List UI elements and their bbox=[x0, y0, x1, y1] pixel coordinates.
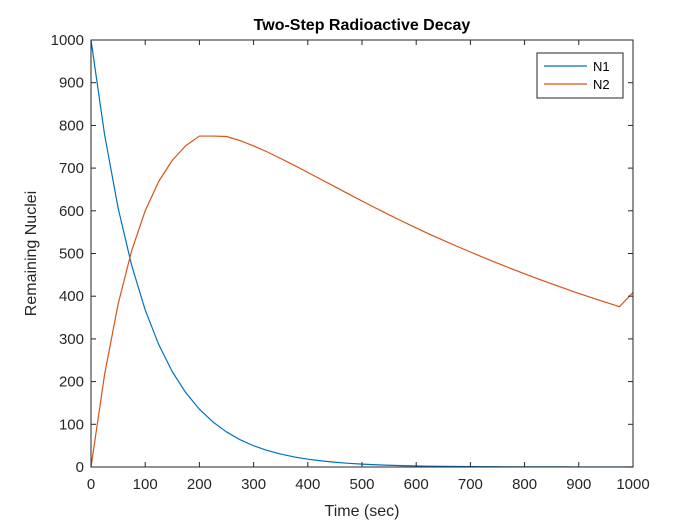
x-tick-label: 800 bbox=[512, 476, 537, 493]
y-axis-label: Remaining Nuclei bbox=[23, 191, 40, 316]
x-tick-label: 900 bbox=[566, 476, 591, 493]
x-tick-label: 100 bbox=[133, 476, 158, 493]
y-tick-label: 500 bbox=[59, 246, 84, 263]
x-tick-label: 600 bbox=[404, 476, 429, 493]
x-tick-label: 500 bbox=[349, 476, 374, 493]
x-tick-label: 700 bbox=[458, 476, 483, 493]
y-tick-label: 200 bbox=[59, 374, 84, 391]
y-tick-label: 700 bbox=[59, 160, 84, 177]
x-tick-label: 0 bbox=[87, 476, 95, 493]
y-tick-label: 800 bbox=[59, 117, 84, 134]
y-tick-label: 300 bbox=[59, 331, 84, 348]
y-tick-label: 1000 bbox=[51, 32, 84, 49]
y-tick-label: 0 bbox=[76, 459, 84, 476]
plot-area bbox=[91, 40, 633, 467]
legend-label-n1: N1 bbox=[593, 59, 610, 74]
x-tick-label: 400 bbox=[295, 476, 320, 493]
y-tick-label: 900 bbox=[59, 75, 84, 92]
series-line-n2 bbox=[90, 135, 634, 468]
x-tick-label: 200 bbox=[187, 476, 212, 493]
legend-box bbox=[536, 52, 624, 99]
y-tick-label: 100 bbox=[59, 416, 84, 433]
x-tick-label: 300 bbox=[241, 476, 266, 493]
y-tick-label: 400 bbox=[59, 288, 84, 305]
y-tick-label: 600 bbox=[59, 203, 84, 220]
tick-group: 0 100 200 300 400 500 600 700 800 900 1000 0 100 200 3… bbox=[51, 32, 650, 493]
chart-title: Two-Step Radioactive Decay bbox=[254, 17, 471, 34]
x-tick-label: 1000 bbox=[616, 476, 649, 493]
legend-label-n2: N2 bbox=[593, 77, 610, 92]
x-axis-label: Time (sec) bbox=[325, 503, 400, 520]
